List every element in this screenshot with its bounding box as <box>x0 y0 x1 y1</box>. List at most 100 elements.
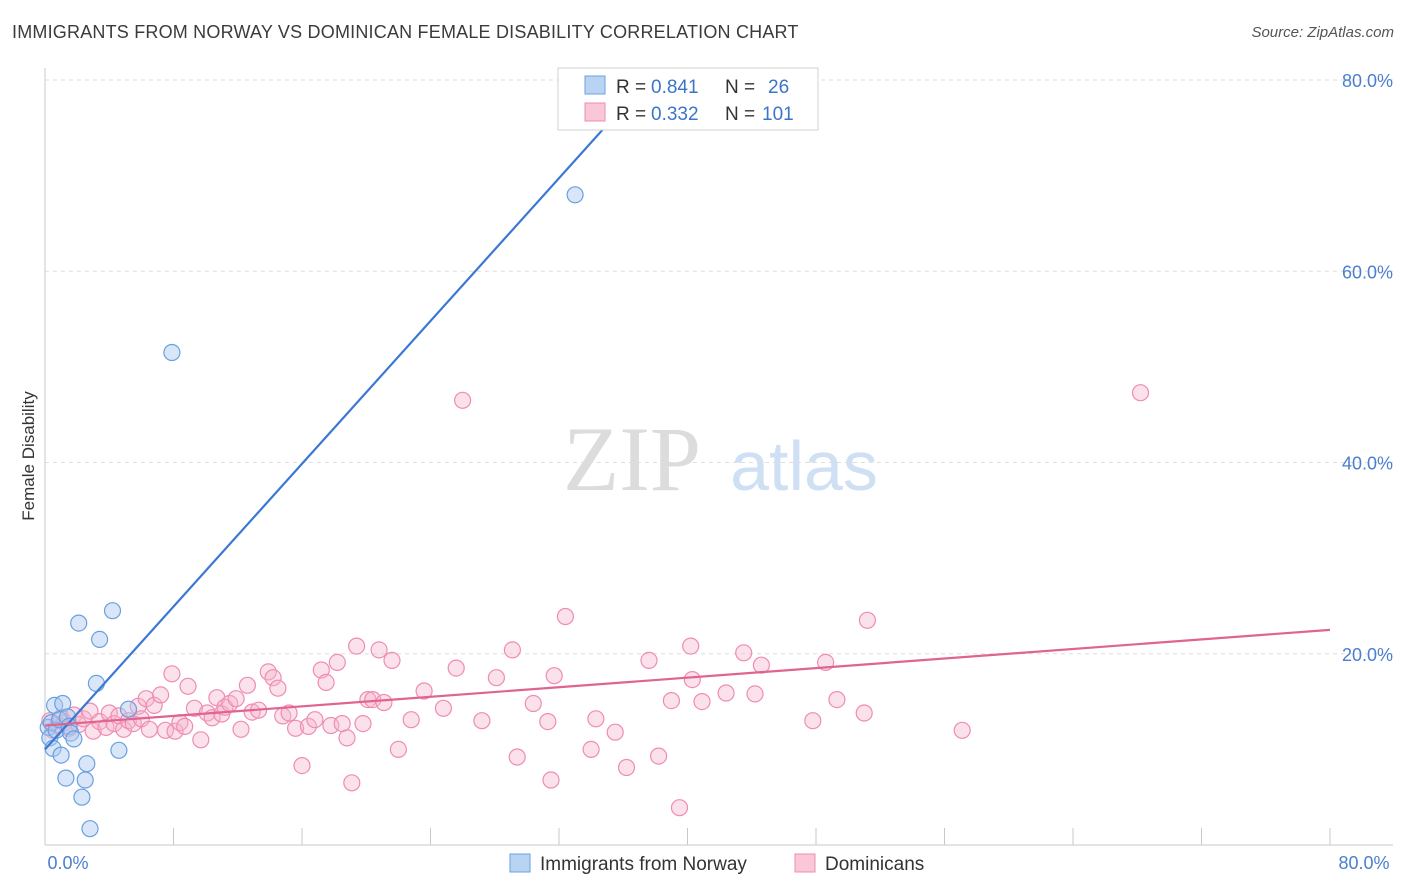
dominicans-point <box>280 704 298 722</box>
norway-point <box>90 630 109 649</box>
dominicans-point <box>640 651 658 670</box>
dominicans-point <box>306 711 324 729</box>
dominicans-point <box>587 710 605 728</box>
norway-point <box>65 730 83 748</box>
norway-point <box>54 694 72 713</box>
dominicans-point <box>662 691 681 710</box>
dominicans-point <box>670 799 689 817</box>
series-legend: Immigrants from Norway Dominicans <box>509 853 924 875</box>
dominicans-point <box>402 711 420 729</box>
dominicans-point <box>828 690 846 709</box>
stats-r-label-dominicans: R = <box>616 104 646 125</box>
dominicans-point <box>454 391 472 409</box>
stats-n-value-norway: 26 <box>768 77 789 98</box>
stats-n-label-dominicans: N = <box>725 104 755 125</box>
dominicans-point <box>232 720 250 738</box>
norway-point <box>78 755 96 773</box>
norway-point <box>81 820 99 838</box>
dominicans-point <box>389 740 407 759</box>
y-tick-label-2: 60.0% <box>1342 262 1393 282</box>
norway-point <box>103 602 122 620</box>
stats-n-value-dominicans: 101 <box>762 104 794 125</box>
stats-r-value-norway: 0.841 <box>651 77 699 98</box>
dominicans-point <box>508 748 526 766</box>
y-tick-label-1: 40.0% <box>1342 454 1393 474</box>
dominicans-point <box>804 712 822 730</box>
dominicans-point <box>503 641 522 659</box>
stats-r-value-dominicans: 0.332 <box>651 104 699 125</box>
dominicans-point <box>354 714 372 733</box>
dominicans-point <box>176 717 194 736</box>
dominicans-point <box>683 670 701 689</box>
norway-point <box>70 614 88 632</box>
dominicans-point <box>953 721 971 739</box>
norway-point <box>87 674 106 693</box>
dominicans-point <box>855 704 873 722</box>
dominicans-point <box>343 774 361 792</box>
dominicans-point <box>473 712 491 730</box>
dominicans-point <box>693 692 711 711</box>
dominicans-point <box>735 644 753 662</box>
norway-point <box>163 343 181 362</box>
dominicans-point <box>556 607 575 626</box>
stats-legend-swatch-dominicans <box>584 102 606 122</box>
watermark-atlas: atlas <box>730 427 878 505</box>
dominicans-point <box>606 723 624 741</box>
y-tick-label-0: 20.0% <box>1342 645 1393 665</box>
legend-label-dominicans: Dominicans <box>825 854 924 875</box>
dominicans-point <box>269 679 287 697</box>
dominicans-point <box>152 686 170 704</box>
dominicans-point <box>682 637 700 655</box>
dominicans-point <box>338 729 356 747</box>
dominicans-point <box>539 712 557 731</box>
stats-n-label-norway: N = <box>725 77 755 98</box>
legend-swatch-dominicans <box>794 853 816 873</box>
dominicans-point <box>415 682 433 700</box>
dominicans-point <box>333 714 351 733</box>
watermark-zip: ZIP <box>563 408 701 510</box>
norway-trend-line <box>44 79 649 751</box>
dominicans-point <box>746 685 764 703</box>
dominicans-point <box>348 637 366 655</box>
stats-legend-swatch-norway <box>584 75 606 95</box>
dominicans-point <box>582 740 600 759</box>
dominicans-point <box>1131 384 1150 402</box>
dominicans-point <box>84 722 102 740</box>
dominicans-point <box>370 641 388 659</box>
dominicans-point <box>192 731 210 749</box>
norway-point <box>57 769 75 787</box>
dominicans-point <box>383 651 401 670</box>
chart-title: IMMIGRANTS FROM NORWAY VS DOMINICAN FEMA… <box>12 22 799 42</box>
y-tick-label-3: 80.0% <box>1342 71 1393 91</box>
dominicans-point <box>238 676 256 694</box>
dominicans-point <box>145 696 163 715</box>
dominicans-point <box>185 699 203 717</box>
dominicans-point <box>293 756 311 775</box>
dominicans-point <box>858 611 877 629</box>
legend-swatch-norway <box>509 853 531 873</box>
axes <box>44 68 1393 846</box>
stats-legend: R = 0.841 N = 26 R = 0.332 N = 101 <box>557 67 819 131</box>
dominicans-point <box>115 720 133 738</box>
norway-point <box>52 746 70 764</box>
dominicans-point <box>287 719 305 737</box>
dominicans-point <box>166 722 184 740</box>
dominicans-point <box>328 653 346 672</box>
dominicans-point <box>524 694 542 713</box>
dominicans-trend-line <box>44 628 1331 727</box>
dominicans-point <box>649 747 668 765</box>
x-tick-min: 0.0% <box>47 853 88 873</box>
norway-point <box>110 741 128 759</box>
trend-lines <box>44 79 1331 751</box>
dominicans-point <box>487 669 505 687</box>
dominicans-point <box>179 677 197 695</box>
dominicans-point <box>434 699 452 717</box>
dominicans-point <box>264 669 282 687</box>
dominicans-point <box>317 673 335 692</box>
y-tick-labels: 20.0% 40.0% 60.0% 80.0% <box>1342 71 1393 665</box>
dominicans-point <box>545 667 563 685</box>
dominicans-point <box>542 771 560 789</box>
dominicans-point <box>447 659 465 677</box>
dominicans-point <box>163 665 181 683</box>
